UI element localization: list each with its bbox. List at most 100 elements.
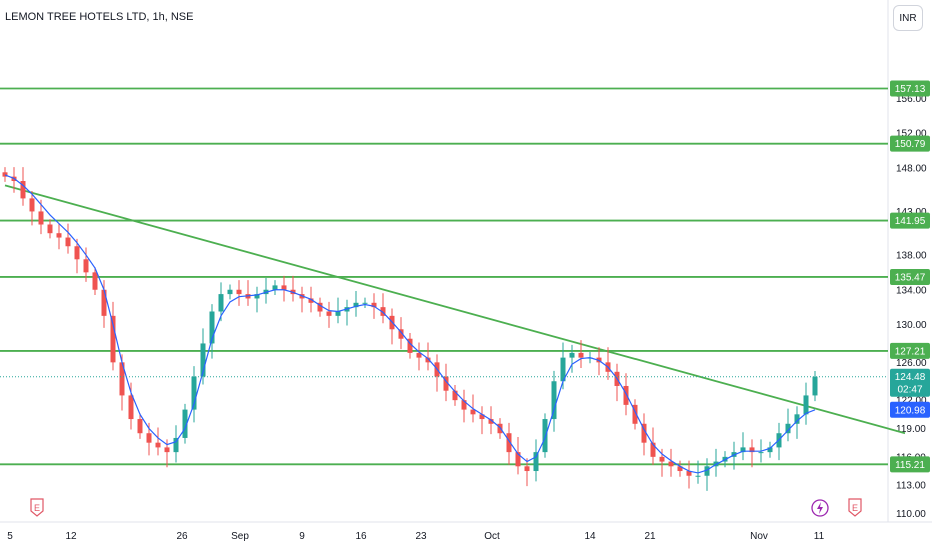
candle-body: [479, 414, 485, 420]
earnings-event-marker[interactable]: [30, 498, 44, 517]
candle-body: [506, 433, 512, 453]
currency-button[interactable]: INR: [893, 5, 923, 31]
y-tick-label: 110.00: [896, 509, 926, 520]
candle-body: [650, 442, 656, 457]
candle-body: [254, 294, 260, 299]
candle-body: [812, 376, 818, 396]
candle-body: [191, 376, 197, 410]
candle-body: [578, 352, 584, 358]
candle-body: [20, 181, 26, 199]
candle-body: [101, 289, 107, 316]
candle-body: [803, 395, 809, 415]
candle-body: [533, 452, 539, 472]
candle-body: [119, 362, 125, 396]
candle-body: [353, 302, 359, 308]
level-price-label: 127.21: [895, 346, 926, 357]
candle-body: [443, 376, 449, 391]
candle-body: [371, 302, 377, 308]
y-tick-label: 148.00: [896, 163, 927, 174]
candle-body: [452, 390, 458, 401]
moving-average-line: [4, 174, 816, 474]
current-price-label: 124.48: [895, 372, 926, 383]
y-tick-label: 126.00: [896, 358, 927, 369]
x-tick-label: 23: [415, 531, 427, 542]
candle-body: [38, 211, 44, 225]
candle-body: [164, 447, 170, 453]
candle-body: [425, 357, 431, 363]
candle-body: [677, 466, 683, 472]
candle-body: [155, 442, 161, 448]
x-tick-label: 12: [65, 531, 77, 542]
earnings-event-marker[interactable]: [848, 498, 862, 517]
candle-body: [146, 433, 152, 443]
y-tick-label: 143.00: [896, 207, 927, 218]
x-tick-label: Nov: [750, 531, 768, 542]
candle-body: [308, 298, 314, 303]
candle-body: [767, 447, 773, 453]
candle-body: [74, 246, 80, 260]
candle-body: [281, 285, 287, 290]
lightning-glyph: [817, 502, 823, 514]
candle-body: [272, 285, 278, 290]
candle-body: [326, 311, 332, 316]
level-price-tag: [890, 80, 930, 97]
y-tick-label: 113.00: [896, 481, 926, 492]
candle-body: [65, 237, 71, 247]
countdown-label: 02:47: [897, 385, 922, 396]
candle-body: [110, 315, 116, 363]
level-price-tag: [890, 456, 930, 473]
candle-body: [623, 385, 629, 405]
x-tick-label: 14: [584, 531, 596, 542]
candle-body: [317, 302, 323, 312]
candle-body: [362, 302, 368, 304]
x-tick-label: Oct: [484, 531, 500, 542]
candle-body: [740, 447, 746, 453]
candle-body: [632, 404, 638, 424]
candle-body: [470, 409, 476, 415]
trendline[interactable]: [4, 184, 906, 435]
level-price-label: 115.21: [895, 460, 925, 471]
candle-body: [569, 352, 575, 358]
candle-body: [758, 452, 764, 454]
candle-body: [227, 289, 233, 295]
x-tick-label: 21: [644, 531, 656, 542]
y-tick-label: 130.00: [896, 320, 927, 331]
level-price-tag: [890, 342, 930, 359]
candle-body: [524, 466, 530, 472]
candle-body: [794, 414, 800, 424]
candle-body: [2, 172, 8, 177]
candle-body: [200, 343, 206, 377]
candle-body: [686, 471, 692, 476]
x-tick-label: Sep: [231, 531, 249, 542]
current-price-tag: [890, 368, 930, 397]
level-price-label: 135.47: [895, 272, 926, 283]
candle-body: [560, 357, 566, 382]
candle-body: [218, 294, 224, 312]
candle-body: [236, 289, 242, 295]
candle-body: [83, 259, 89, 273]
candle-body: [668, 461, 674, 467]
candle-body: [128, 395, 134, 420]
candle-body: [137, 419, 143, 434]
x-tick-label: 11: [814, 531, 825, 542]
candle-body: [407, 338, 413, 353]
candle-body: [29, 198, 35, 212]
candle-body: [749, 447, 755, 453]
candle-body: [659, 456, 665, 462]
level-price-label: 141.95: [895, 216, 926, 227]
candle-body: [335, 311, 341, 316]
y-tick-label: 119.00: [896, 424, 926, 435]
chart-title: LEMON TREE HOTELS LTD, 1h, NSE: [5, 11, 194, 23]
level-price-label: 150.79: [895, 139, 926, 150]
y-tick-label: 156.00: [896, 94, 927, 105]
ma-value-tag: [890, 401, 930, 418]
candle-body: [515, 452, 521, 467]
candle-body: [641, 423, 647, 443]
candle-body: [704, 466, 710, 476]
level-price-label: 157.13: [895, 84, 926, 95]
candle-body: [551, 381, 557, 420]
candle-body: [398, 329, 404, 339]
candle-body: [182, 409, 188, 438]
candle-body: [695, 475, 701, 477]
